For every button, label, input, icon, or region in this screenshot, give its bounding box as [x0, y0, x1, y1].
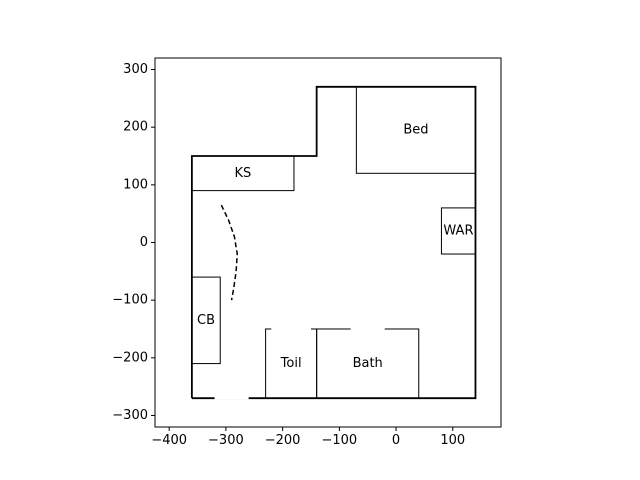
room-war-label: WAR [443, 223, 473, 238]
x-tick-label: −300 [208, 433, 244, 448]
room-toil-label: Toil [280, 356, 302, 371]
y-tick-label: 300 [123, 62, 148, 77]
room-bed-label: Bed [403, 123, 428, 138]
x-tick-label: 100 [440, 433, 465, 448]
room-ks-label: KS [235, 166, 252, 181]
y-tick-label: 100 [123, 177, 148, 192]
x-tick-label: −200 [265, 433, 301, 448]
x-tick-label: −400 [151, 433, 187, 448]
room-cb-label: CB [197, 313, 215, 328]
room-bath-label: Bath [353, 356, 383, 371]
y-tick-label: −100 [112, 293, 148, 308]
axes-frame [154, 57, 502, 428]
x-tick-label: 0 [392, 433, 400, 448]
outer-wall [190, 85, 477, 400]
y-tick-label: −300 [112, 408, 148, 423]
y-tick-label: −200 [112, 350, 148, 365]
y-tick-label: 0 [140, 235, 148, 250]
walking-path [220, 204, 239, 301]
y-tick-label: 200 [123, 120, 148, 135]
x-tick-label: −100 [321, 433, 357, 448]
